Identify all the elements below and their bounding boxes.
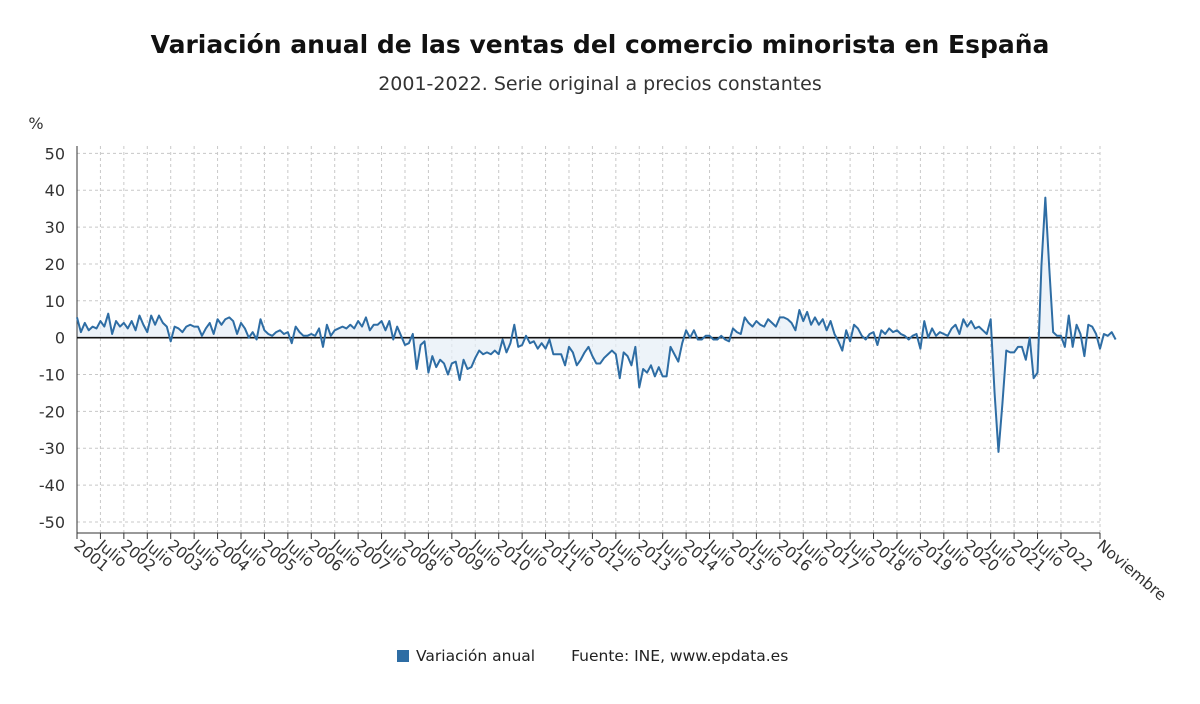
series-layer (76, 196, 1117, 453)
y-tick-label: -30 (39, 439, 65, 458)
axes (76, 146, 1100, 534)
legend-swatch (397, 650, 409, 662)
y-tick-label: -50 (39, 513, 65, 532)
chart-subtitle: 2001-2022. Serie original a precios cons… (378, 73, 822, 95)
legend: Variación anual Fuente: INE, www.epdata.… (397, 647, 788, 665)
y-tick-label: 50 (45, 144, 65, 163)
series-line-0 (76, 196, 1117, 453)
y-tick-label: -40 (39, 476, 65, 495)
source-note: Fuente: INE, www.epdata.es (571, 647, 789, 665)
legend-label: Variación anual (416, 647, 536, 665)
area-fill (77, 197, 1116, 452)
x-tick-labels: 2001Julio2002Julio2003Julio2004Julio2005… (70, 536, 1169, 605)
y-tick-label: 0 (55, 329, 65, 348)
y-tick-label: -10 (39, 366, 65, 385)
chart-title: Variación anual de las ventas del comerc… (150, 30, 1050, 59)
y-tick-label: 10 (45, 292, 65, 311)
y-tick-labels: 50 40 30 20 10 0 -10 -20 -30 -40 -50 (39, 144, 65, 532)
y-tick-label: 30 (45, 218, 65, 237)
series-area-fill (77, 197, 1116, 452)
y-tick-label: 20 (45, 255, 65, 274)
y-tick-label: -20 (39, 402, 65, 421)
x-tick-label: Noviembre (1093, 536, 1169, 604)
y-axis-unit-label: % (28, 114, 43, 133)
y-tick-label: 40 (45, 181, 65, 200)
